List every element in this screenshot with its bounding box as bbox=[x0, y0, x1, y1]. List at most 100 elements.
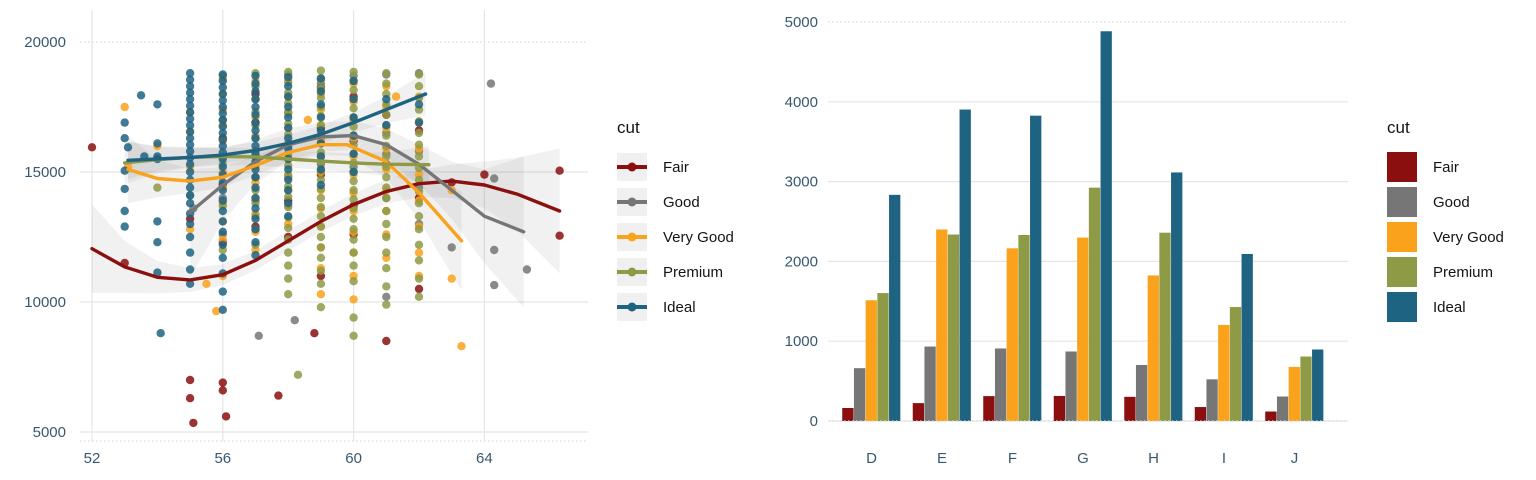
legend-item-fair: Fair bbox=[617, 152, 734, 182]
scatter-point bbox=[185, 134, 195, 143]
scatter-point bbox=[490, 245, 499, 255]
scatter-point bbox=[185, 140, 195, 149]
scatter-point bbox=[349, 248, 358, 257]
scatter-point bbox=[218, 89, 227, 99]
scatter-point bbox=[349, 95, 358, 104]
scatter-point bbox=[316, 232, 326, 242]
legend-title: cut bbox=[1387, 118, 1410, 137]
scatter-point bbox=[349, 295, 358, 304]
scatter-point bbox=[120, 134, 129, 143]
bar-very-good-H bbox=[1147, 275, 1159, 421]
axis-tick-label: D bbox=[866, 450, 877, 467]
scatter-point bbox=[414, 212, 424, 221]
scatter-point bbox=[284, 274, 293, 283]
scatter-point bbox=[316, 212, 326, 221]
scatter-point bbox=[218, 96, 227, 105]
scatter-point bbox=[123, 143, 133, 152]
bar-series-very-good bbox=[865, 229, 1300, 421]
scatter-point bbox=[414, 225, 424, 234]
scatter-point bbox=[185, 75, 195, 84]
bar-good-I bbox=[1206, 379, 1218, 421]
bar-good-D bbox=[853, 368, 866, 421]
axis-tick-label: F bbox=[1008, 450, 1017, 467]
legend-label: Good bbox=[1433, 193, 1470, 211]
trend-line-very-good bbox=[126, 142, 464, 243]
scatter-point bbox=[382, 69, 391, 78]
legend-key-line-icon bbox=[617, 188, 647, 216]
bar-ideal-J bbox=[1312, 349, 1324, 421]
scatter-point bbox=[185, 160, 195, 169]
scatter-point bbox=[414, 240, 424, 249]
axis-tick-label: 60 bbox=[345, 450, 362, 467]
scatter-point bbox=[185, 95, 195, 104]
legend-item-good: Good bbox=[1387, 187, 1504, 217]
scatter-point bbox=[218, 206, 227, 216]
legend-label: Very Good bbox=[663, 228, 734, 246]
scatter-point bbox=[457, 342, 466, 351]
axis-tick-label: I bbox=[1222, 450, 1226, 467]
scatter-point bbox=[382, 336, 391, 346]
scatter-point bbox=[382, 79, 391, 88]
scatter-point bbox=[382, 193, 391, 203]
scatter-point bbox=[120, 118, 129, 127]
scatter-point bbox=[120, 206, 129, 216]
scatter-point bbox=[447, 243, 456, 252]
legend-key-swatch-icon bbox=[1387, 292, 1417, 322]
legend-label: Ideal bbox=[663, 298, 696, 316]
scatter-point bbox=[251, 238, 260, 247]
scatter-point bbox=[218, 253, 227, 262]
scatter-point bbox=[316, 243, 326, 252]
axis-tick-label: 56 bbox=[214, 450, 231, 467]
scatter-point bbox=[185, 167, 195, 177]
axis-tick-label: 64 bbox=[476, 450, 493, 467]
scatter-point bbox=[218, 217, 227, 226]
legend-key-swatch-icon bbox=[1387, 222, 1417, 252]
scatter-point bbox=[349, 235, 358, 244]
scatter-point bbox=[414, 82, 424, 91]
bar-series-ideal bbox=[889, 31, 1324, 422]
bar-fair-G bbox=[1053, 395, 1066, 421]
legend-key-swatch-icon bbox=[1387, 257, 1417, 287]
scatter-point bbox=[120, 102, 129, 112]
scatter-point bbox=[349, 67, 358, 77]
scatter-point bbox=[284, 134, 293, 143]
scatter-point bbox=[153, 139, 162, 148]
legend-key-line-icon bbox=[617, 153, 647, 181]
scatter-point bbox=[251, 225, 260, 234]
legend-label: Premium bbox=[663, 263, 724, 281]
scatter-point bbox=[284, 199, 293, 208]
scatter-point bbox=[218, 122, 227, 131]
axis-tick-label: 52 bbox=[84, 450, 101, 467]
scatter-point bbox=[251, 79, 260, 88]
scatter-point bbox=[251, 71, 260, 81]
axis-tick-label: J bbox=[1291, 450, 1299, 467]
scatter-point bbox=[490, 174, 499, 183]
bar-fair-F bbox=[983, 396, 995, 421]
legend-item-premium: Premium bbox=[1387, 257, 1504, 287]
scatter-point bbox=[251, 102, 260, 112]
scatter-point bbox=[218, 196, 227, 205]
legend-label: Very Good bbox=[1433, 228, 1504, 246]
scatter-point bbox=[284, 186, 293, 195]
bar-plot: 0 1000 2000 3000 4000 5000 D E F G H I J bbox=[785, 14, 1348, 467]
scatter-point bbox=[316, 100, 326, 109]
scatter-point bbox=[218, 115, 227, 125]
bar-premium-G bbox=[1088, 187, 1101, 421]
scatter-point bbox=[185, 121, 195, 130]
scatter-point bbox=[349, 331, 358, 340]
scatter-point bbox=[284, 248, 293, 257]
bar-fair-I bbox=[1194, 407, 1207, 421]
scatter-point bbox=[316, 93, 326, 103]
scatter-point bbox=[185, 147, 195, 156]
scatter-point bbox=[316, 165, 326, 174]
bar-premium-F bbox=[1018, 234, 1030, 421]
scatter-point bbox=[185, 199, 195, 208]
scatter-point bbox=[284, 72, 293, 82]
scatter-point bbox=[290, 316, 299, 325]
scatter-point bbox=[284, 113, 293, 122]
bar-ideal-E bbox=[959, 109, 971, 422]
legend-items: Fair Good Very Good Premium Ideal bbox=[617, 152, 734, 322]
scatter-point bbox=[185, 248, 195, 257]
legend-label: Ideal bbox=[1433, 298, 1466, 316]
scatter-point bbox=[316, 193, 326, 203]
